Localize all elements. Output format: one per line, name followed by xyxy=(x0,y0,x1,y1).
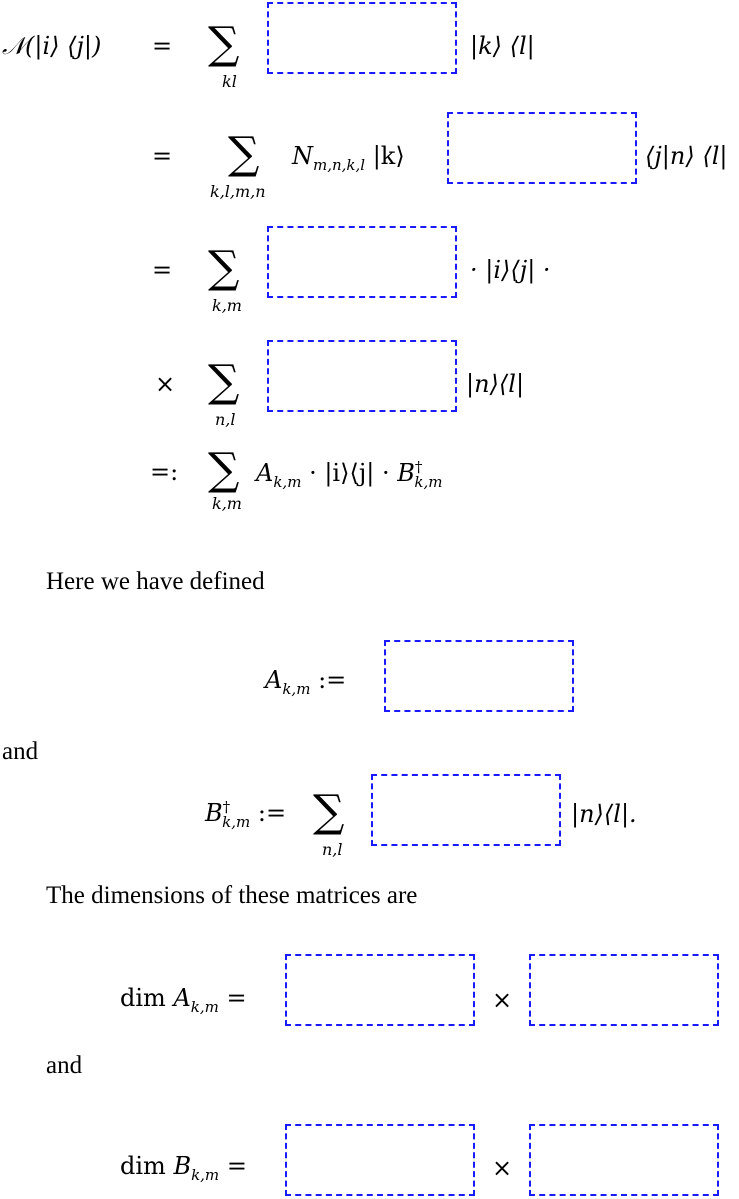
nl-projector: |n⟩⟨l|. xyxy=(571,800,637,828)
sum-index: n,l xyxy=(322,840,343,859)
sum-index: k,l,m,n xyxy=(210,182,266,201)
answer-box-5[interactable] xyxy=(384,640,574,712)
times-sign: × xyxy=(492,1154,513,1182)
defined-as-sign: =: xyxy=(150,458,179,486)
n-coefficient: Nm,n,k,l |k⟩ xyxy=(292,142,405,174)
times-sign: × xyxy=(492,986,513,1014)
sum-symbol: ∑ xyxy=(208,444,240,495)
paragraph-text: The dimensions of these matrices are xyxy=(46,882,418,909)
answer-box-9[interactable] xyxy=(285,1124,475,1196)
sum-symbol: ∑ xyxy=(208,18,240,69)
answer-box-3[interactable] xyxy=(267,226,457,298)
ij-projector: · |i⟩⟨j| · xyxy=(470,256,551,284)
dim-a-lhs: dim Ak,m = xyxy=(120,984,247,1016)
ket-bra-kl: |k⟩ ⟨l| xyxy=(470,32,535,60)
paragraph-text: and xyxy=(46,1052,83,1079)
sum-symbol: ∑ xyxy=(208,242,240,293)
sum-index: kl xyxy=(222,72,237,91)
answer-box-1[interactable] xyxy=(267,2,457,74)
inner-product-expr: ⟨j|n⟩ ⟨l| xyxy=(645,142,728,170)
sum-symbol: ∑ xyxy=(313,786,345,837)
dim-b-lhs: dim Bk,m = xyxy=(120,1152,247,1184)
sum-symbol: ∑ xyxy=(228,128,260,179)
equals-sign: = xyxy=(152,256,173,284)
sum-index: k,m xyxy=(212,494,242,513)
answer-box-6[interactable] xyxy=(371,774,561,846)
ab-product: Ak,m · |i⟩⟨j| · B†k,m xyxy=(256,458,443,491)
paragraph-text: Here we have defined xyxy=(46,568,265,595)
answer-box-2[interactable] xyxy=(447,112,637,184)
b-definition-lhs: B†k,m := xyxy=(205,798,287,831)
equals-sign: = xyxy=(152,32,173,60)
paragraph-text: and xyxy=(2,738,39,765)
answer-box-4[interactable] xyxy=(267,340,457,412)
answer-box-7[interactable] xyxy=(285,954,475,1026)
answer-box-10[interactable] xyxy=(529,1124,719,1196)
equals-sign: = xyxy=(152,142,173,170)
nl-projector: |n⟩⟨l| xyxy=(466,370,525,398)
a-definition-lhs: Ak,m := xyxy=(265,666,347,698)
sum-index: n,l xyxy=(215,410,236,429)
answer-box-8[interactable] xyxy=(529,954,719,1026)
times-sign: × xyxy=(155,370,176,398)
sum-symbol: ∑ xyxy=(208,356,240,407)
lhs-expression: 𝒩(|i⟩ ⟨j|) xyxy=(2,32,102,60)
sum-index: k,m xyxy=(212,296,242,315)
